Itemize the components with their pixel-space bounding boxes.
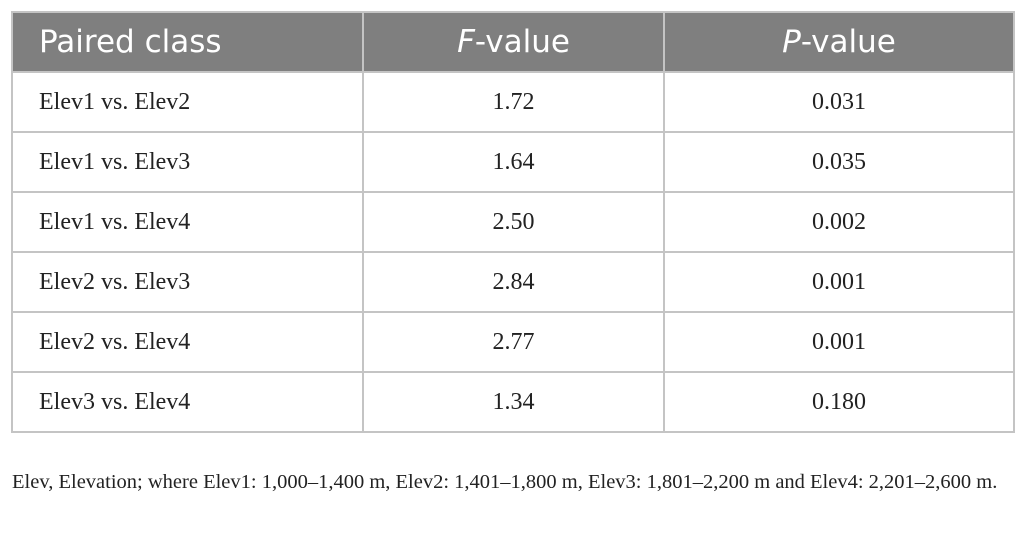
table-row: Elev1 vs. Elev2 1.72 0.031 bbox=[11, 71, 1015, 133]
table-cell: 1.72 bbox=[362, 71, 665, 133]
table-cell: Elev1 vs. Elev3 bbox=[11, 131, 364, 193]
table-cell: 0.180 bbox=[663, 371, 1015, 433]
header-cell: Paired class bbox=[11, 11, 364, 73]
table-cell: 0.031 bbox=[663, 71, 1015, 133]
table-row: Elev1 vs. Elev4 2.50 0.002 bbox=[11, 191, 1015, 253]
table-cell: 2.84 bbox=[362, 251, 665, 313]
table-body: Elev1 vs. Elev2 1.72 0.031 Elev1 vs. Elev3 1… bbox=[11, 71, 1015, 433]
header-cell: F-value bbox=[362, 11, 665, 73]
table-cell: Elev3 vs. Elev4 bbox=[11, 371, 364, 433]
table-row: Elev1 vs. Elev3 1.64 0.035 bbox=[11, 131, 1015, 193]
table-cell: Elev2 vs. Elev4 bbox=[11, 311, 364, 373]
header-cell: P-value bbox=[663, 11, 1015, 73]
table-cell: Elev1 vs. Elev4 bbox=[11, 191, 364, 253]
table-cell: 2.77 bbox=[362, 311, 665, 373]
table-cell: 2.50 bbox=[362, 191, 665, 253]
table-cell: 1.34 bbox=[362, 371, 665, 433]
data-table: Paired class F-value P-value Elev1 vs. E… bbox=[11, 11, 1015, 433]
table-row: Elev2 vs. Elev3 2.84 0.001 bbox=[11, 251, 1015, 313]
table-cell: 0.035 bbox=[663, 131, 1015, 193]
table-header: Paired class F-value P-value bbox=[11, 11, 1015, 73]
table-cell: 0.002 bbox=[663, 191, 1015, 253]
table-cell: 0.001 bbox=[663, 251, 1015, 313]
table-cell: 1.64 bbox=[362, 131, 665, 193]
table-row: Elev2 vs. Elev4 2.77 0.001 bbox=[11, 311, 1015, 373]
header-row: Paired class F-value P-value bbox=[11, 11, 1015, 73]
table-row: Elev3 vs. Elev4 1.34 0.180 bbox=[11, 371, 1015, 433]
table-cell: 0.001 bbox=[663, 311, 1015, 373]
table-cell: Elev2 vs. Elev3 bbox=[11, 251, 364, 313]
footnote: Elev, Elevation; where Elev1: 1,000–1,40… bbox=[12, 471, 998, 493]
table-cell: Elev1 vs. Elev2 bbox=[11, 71, 364, 133]
